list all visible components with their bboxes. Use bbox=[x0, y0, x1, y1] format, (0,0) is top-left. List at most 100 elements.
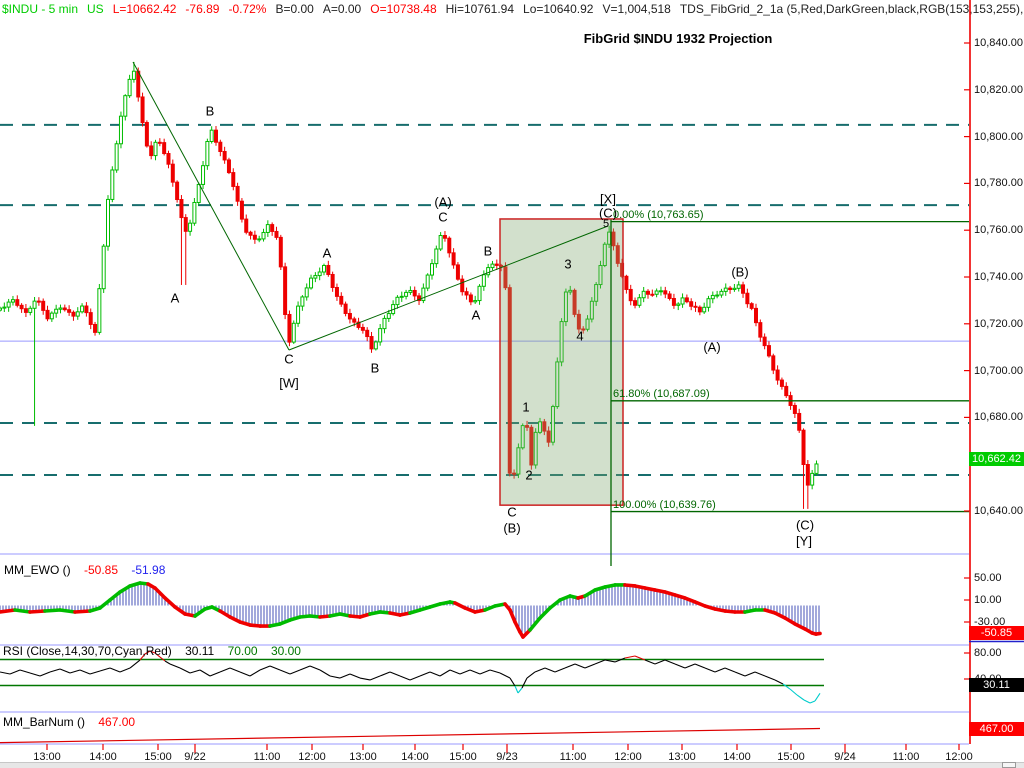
price-tick-label-7: 10,700.00 bbox=[974, 364, 1023, 377]
wave-label-1: 1 bbox=[522, 399, 530, 415]
quote-status-bar: $INDU - 5 min US L=10662.42 -76.89 -0.72% B=0… bbox=[2, 2, 1024, 16]
ewo-value: -50.85 bbox=[84, 563, 119, 577]
time-label-16: 11:00 bbox=[892, 751, 920, 763]
wave-label-B: B bbox=[370, 360, 380, 376]
rsi-label: RSI (Close,14,30,70,Cyan,Red) bbox=[3, 644, 172, 658]
wave-label-2: 2 bbox=[525, 467, 533, 483]
time-label-2: 15:00 bbox=[144, 751, 172, 763]
wave-label-3: 3 bbox=[564, 256, 572, 272]
time-label-1: 14:00 bbox=[89, 751, 117, 763]
wave-label-C: C bbox=[438, 209, 448, 225]
price-tick-label-3: 10,780.00 bbox=[974, 177, 1023, 190]
wave-label-4: 4 bbox=[576, 328, 584, 344]
wave-label-A: A bbox=[170, 290, 180, 306]
rsi-tick-label-0: 80.00 bbox=[974, 647, 1002, 659]
wave-label-A: A bbox=[471, 307, 481, 323]
quote-token: TDS_FibGrid_2_1a (5,Red,DarkGreen,black,… bbox=[679, 2, 1024, 16]
quote-token: -0.72% bbox=[228, 2, 267, 16]
fib-source-box bbox=[499, 218, 624, 506]
time-label-9: 9/23 bbox=[496, 751, 518, 763]
time-label-6: 13:00 bbox=[349, 751, 377, 763]
quote-token: Hi=10761.94 bbox=[445, 2, 515, 16]
time-label-10: 11:00 bbox=[559, 751, 587, 763]
time-label-3: 9/22 bbox=[184, 751, 206, 763]
quote-token: A=0.00 bbox=[322, 2, 362, 16]
candlestick-series bbox=[0, 61, 819, 509]
rsi-overbought-value: 70.00 bbox=[227, 644, 258, 658]
wave-label-C: C bbox=[507, 504, 517, 520]
ewo-indicator-row: MM_EWO () -50.85 -51.98 bbox=[4, 563, 175, 577]
barnum-value: 467.00 bbox=[98, 715, 136, 729]
ewo-panel bbox=[0, 581, 822, 639]
quote-token: O=10738.48 bbox=[370, 2, 437, 16]
rsi-indicator-row: RSI (Close,14,30,70,Cyan,Red) 30.11 70.0… bbox=[3, 644, 311, 658]
time-label-14: 15:00 bbox=[777, 751, 805, 763]
fib-projection-lines bbox=[610, 219, 969, 566]
ewo-tick-label-2: -30.00 bbox=[974, 616, 1006, 628]
rsi-last-value-badge: 30.11 bbox=[969, 678, 1024, 693]
wave-label-A: (A) bbox=[703, 339, 721, 355]
wave-label-C: C bbox=[284, 351, 294, 367]
horizontal-scrollbar[interactable] bbox=[0, 762, 1024, 768]
barnum-indicator-row: MM_BarNum () 467.00 bbox=[3, 715, 145, 729]
quote-token: -76.89 bbox=[185, 2, 220, 16]
price-last-value-badge: 10,662.42 bbox=[969, 451, 1024, 466]
price-tick-label-9: 10,640.00 bbox=[974, 505, 1023, 517]
time-label-0: 13:00 bbox=[33, 751, 61, 763]
wave-label-A: A bbox=[322, 245, 332, 261]
fib-level-label-1: 61.80% (10,687.09) bbox=[613, 387, 710, 400]
quote-token: L=10662.42 bbox=[112, 2, 177, 16]
price-tick-label-0: 10,840.00 bbox=[974, 37, 1023, 49]
chart-title: FibGrid $INDU 1932 Projection bbox=[583, 31, 773, 46]
scrollbar-end-box[interactable] bbox=[1002, 762, 1016, 768]
rsi-oversold-value: 30.00 bbox=[270, 644, 301, 658]
time-axis-ticks bbox=[46, 744, 960, 753]
time-label-17: 12:00 bbox=[945, 751, 973, 763]
price-tick-label-2: 10,800.00 bbox=[974, 130, 1023, 143]
barnum-last-value-badge: 467.00 bbox=[969, 721, 1024, 736]
barnum-label: MM_BarNum () bbox=[3, 715, 86, 729]
wave-label-B: (B) bbox=[503, 520, 521, 536]
quote-token: V=1,004,518 bbox=[602, 2, 671, 16]
ewo-last-value-badge: -50.85 bbox=[969, 626, 1024, 641]
fib-level-label-0: 0.00% (10,763.65) bbox=[613, 208, 704, 221]
time-label-12: 13:00 bbox=[668, 751, 696, 763]
wave-label-C: (C) bbox=[795, 517, 815, 533]
time-label-5: 12:00 bbox=[298, 751, 326, 763]
quote-token: Lo=10640.92 bbox=[523, 2, 594, 16]
time-label-4: 11:00 bbox=[253, 751, 281, 763]
wave-label-C: (C) bbox=[598, 205, 618, 221]
time-label-15: 9/24 bbox=[834, 751, 856, 763]
right-price-axis[interactable] bbox=[964, 0, 1024, 744]
trendlines bbox=[132, 61, 609, 351]
time-label-8: 15:00 bbox=[449, 751, 477, 763]
wave-label-W: [W] bbox=[279, 375, 299, 391]
price-tick-label-6: 10,720.00 bbox=[974, 317, 1023, 330]
quote-token: US bbox=[87, 2, 104, 16]
quote-token: B=0.00 bbox=[275, 2, 314, 16]
wave-label-B: B bbox=[483, 243, 493, 259]
wave-label-B: B bbox=[205, 103, 215, 119]
barnum-panel bbox=[0, 727, 821, 744]
ewo-value2: -51.98 bbox=[131, 563, 166, 577]
price-tick-label-8: 10,680.00 bbox=[974, 411, 1023, 424]
price-tick-label-1: 10,820.00 bbox=[974, 83, 1023, 96]
dashed-levels bbox=[0, 123, 969, 476]
ewo-label: MM_EWO () bbox=[4, 563, 71, 577]
session-levels bbox=[0, 340, 969, 745]
time-label-13: 14:00 bbox=[723, 751, 751, 763]
wave-label-Y: [Y] bbox=[796, 533, 812, 549]
rsi-value: 30.11 bbox=[185, 644, 215, 658]
price-tick-label-4: 10,760.00 bbox=[974, 224, 1023, 237]
wave-label-B: (B) bbox=[731, 264, 749, 280]
time-label-7: 14:00 bbox=[401, 751, 429, 763]
wave-label-A: (A) bbox=[434, 194, 452, 210]
ewo-tick-label-1: 10.00 bbox=[974, 594, 1002, 606]
quote-token: $INDU - 5 min bbox=[2, 2, 79, 16]
fib-level-label-2: 100.00% (10,639.76) bbox=[613, 498, 716, 511]
ewo-tick-label-0: 50.00 bbox=[974, 572, 1002, 584]
wave-label-5: 5 bbox=[602, 218, 610, 230]
wave-label-X: [X] bbox=[600, 191, 616, 207]
